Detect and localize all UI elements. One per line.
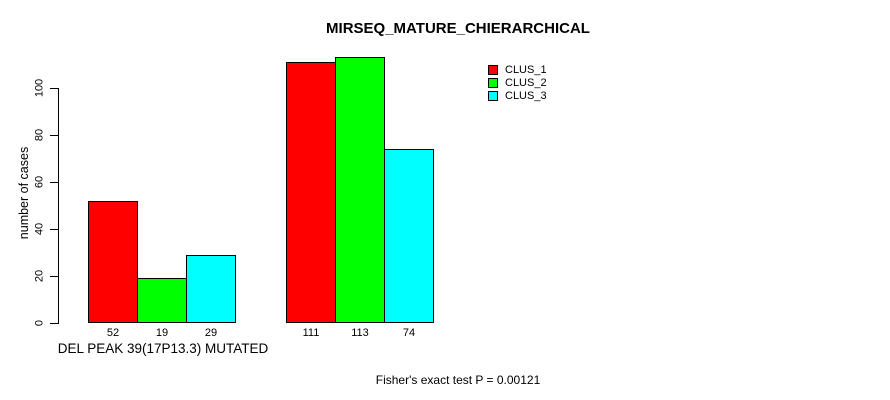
bar-value-label: 111 xyxy=(302,327,320,339)
y-tick xyxy=(50,276,58,277)
y-tick xyxy=(50,88,58,89)
x-axis-label: DEL PEAK 39(17P13.3) MUTATED xyxy=(57,341,269,356)
chart-title: MIRSEQ_MATURE_CHIERARCHICAL xyxy=(326,20,590,37)
bar-clus_1-group2 xyxy=(286,62,336,323)
bar-value-label: 29 xyxy=(204,327,218,339)
bar-value-label: 52 xyxy=(106,327,120,339)
annotation-text: Fisher's exact test P = 0.00121 xyxy=(375,373,541,387)
bar-clus_1-group1 xyxy=(88,201,138,323)
y-tick-label: 20 xyxy=(33,269,46,283)
bar-clus_3-group1 xyxy=(186,255,236,323)
y-tick xyxy=(50,135,58,136)
legend-label: CLUS_2 xyxy=(505,77,547,89)
legend-swatch xyxy=(488,78,498,88)
y-tick-label: 40 xyxy=(33,222,46,236)
y-tick-label: 0 xyxy=(33,319,46,327)
y-tick-label: 60 xyxy=(33,175,46,189)
y-tick xyxy=(50,323,58,324)
legend-item-clus_1: CLUS_1 xyxy=(488,64,547,76)
bar-value-label: 74 xyxy=(402,327,416,339)
bar-value-label: 19 xyxy=(155,327,169,339)
legend-label: CLUS_3 xyxy=(505,90,547,102)
bar-clus_2-group2 xyxy=(335,57,385,323)
legend-item-clus_3: CLUS_3 xyxy=(488,90,547,102)
bar-clus_2-group1 xyxy=(137,278,187,323)
y-axis-label: number of cases xyxy=(17,146,31,240)
legend-item-clus_2: CLUS_2 xyxy=(488,77,547,89)
legend-swatch xyxy=(488,91,498,101)
y-tick-label: 80 xyxy=(33,128,46,142)
legend-swatch xyxy=(488,65,498,75)
legend-label: CLUS_1 xyxy=(505,64,547,76)
bar-clus_3-group2 xyxy=(384,149,434,323)
y-tick xyxy=(50,182,58,183)
y-axis-line xyxy=(58,88,59,324)
y-tick xyxy=(50,229,58,230)
y-tick-label: 100 xyxy=(33,78,46,98)
bar-value-label: 113 xyxy=(351,327,369,339)
